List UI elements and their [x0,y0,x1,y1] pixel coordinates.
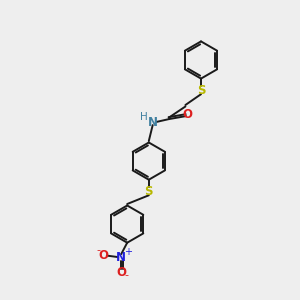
Text: -: - [96,244,100,255]
Text: -: - [124,270,129,280]
Text: N: N [148,116,158,129]
Text: S: S [145,184,153,198]
Text: N: N [116,250,126,264]
Text: O: O [116,266,126,279]
Text: +: + [124,247,132,257]
Text: H: H [140,112,148,122]
Text: O: O [98,249,108,262]
Text: O: O [182,108,193,121]
Text: S: S [197,83,205,97]
